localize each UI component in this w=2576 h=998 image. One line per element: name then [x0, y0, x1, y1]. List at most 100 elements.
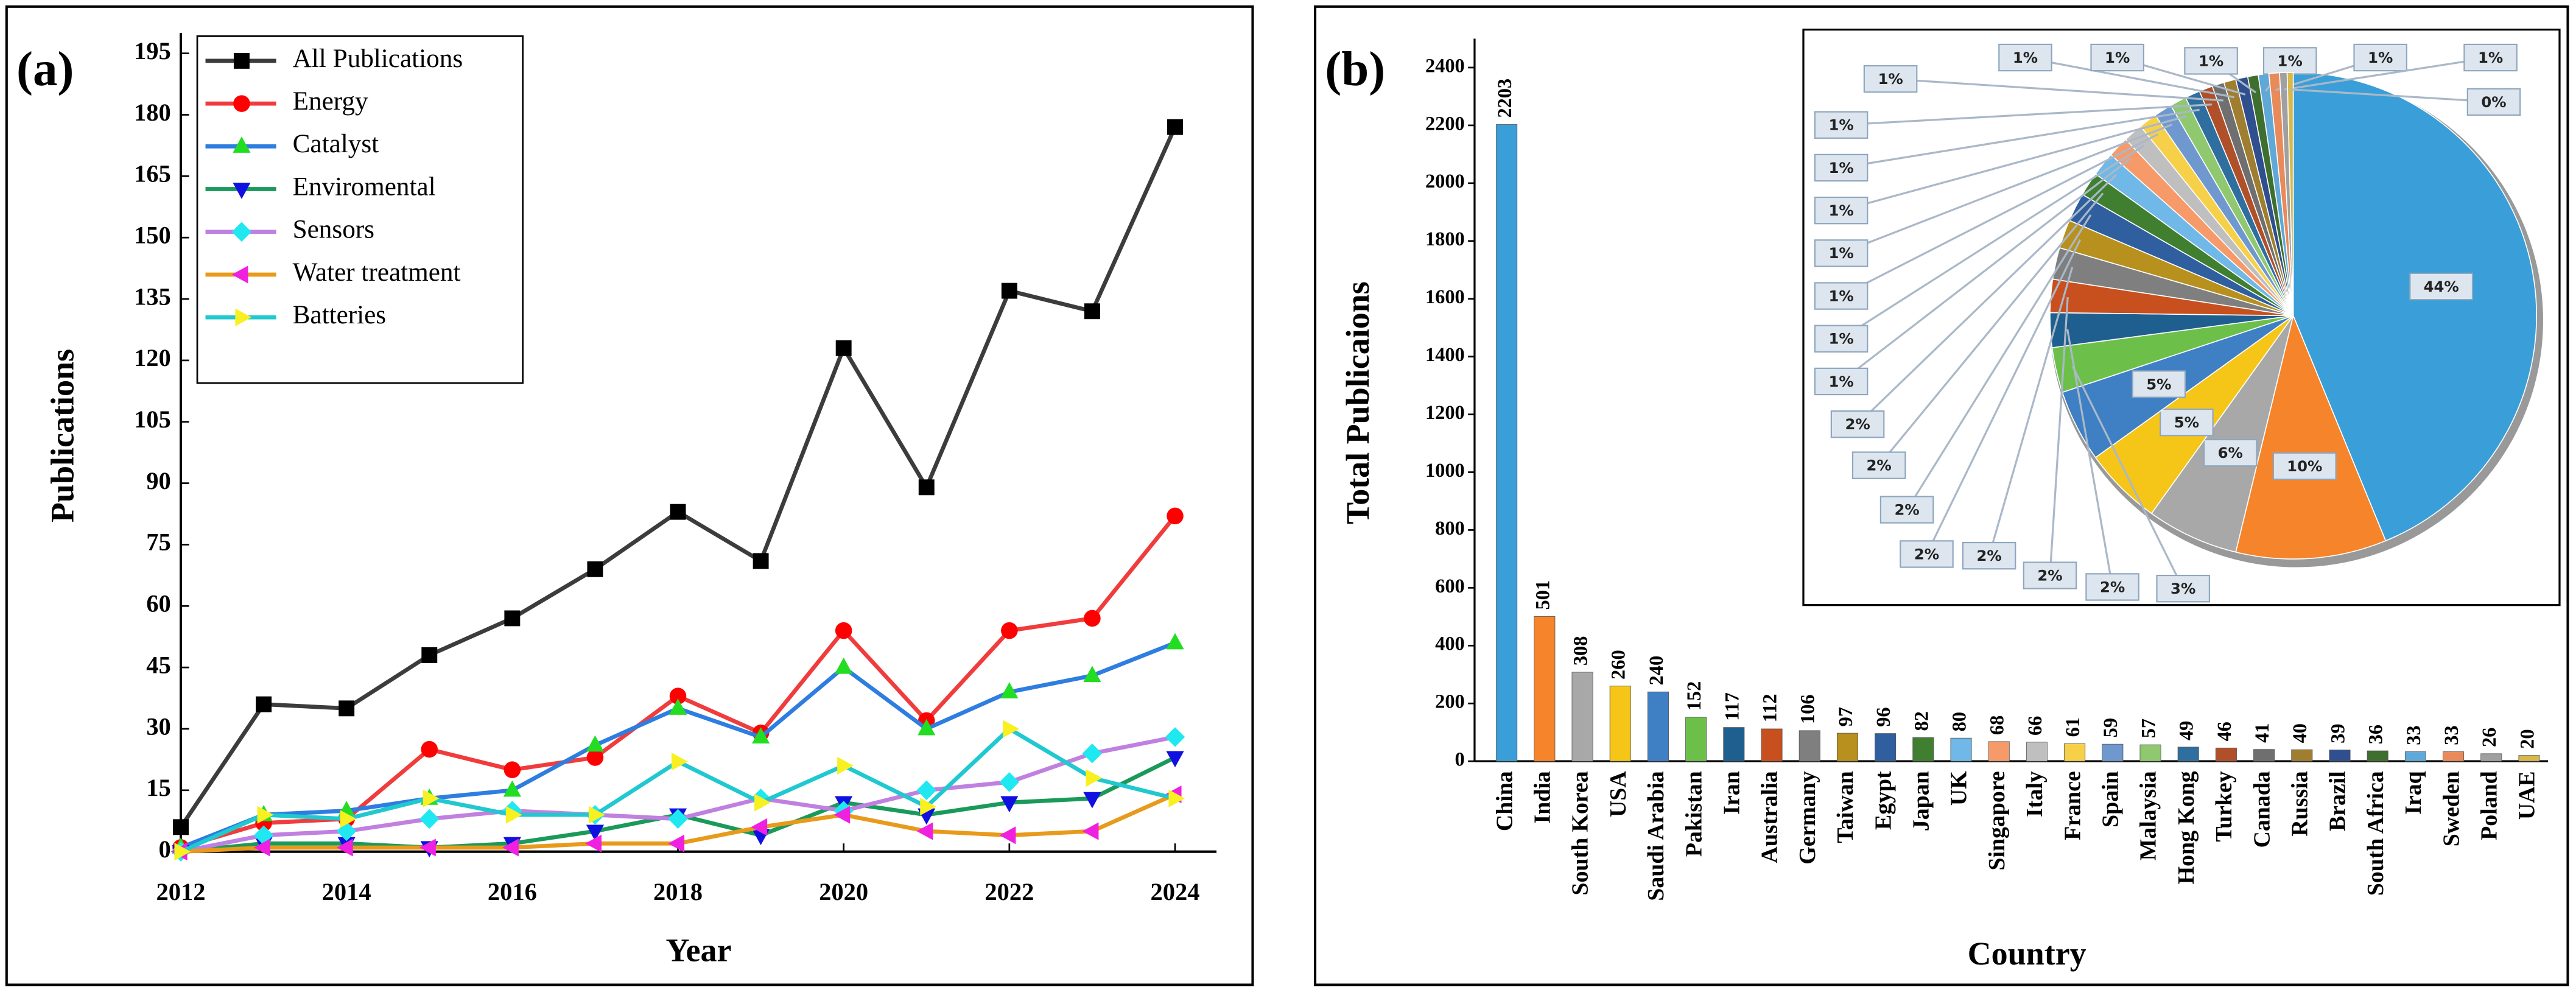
data-point	[1083, 792, 1101, 809]
pie-label: 1%	[1828, 244, 1853, 262]
pie-label: 1%	[2368, 49, 2393, 66]
panel-label: (b)	[1325, 41, 1385, 96]
x-tick-label: Taiwan	[1833, 771, 1858, 843]
data-point	[504, 610, 521, 627]
data-point	[918, 479, 935, 496]
pie-label-box	[2156, 574, 2210, 603]
data-point	[1165, 727, 1185, 747]
x-tick-label: France	[2060, 771, 2085, 840]
pie-label: 2%	[2037, 566, 2062, 584]
pie-label-box	[1900, 540, 1954, 568]
bar	[2443, 751, 2465, 762]
value-label: 39	[2327, 723, 2349, 743]
data-point	[837, 756, 854, 775]
bar	[2102, 743, 2124, 762]
bar	[1799, 730, 1820, 762]
data-point	[585, 834, 602, 852]
x-tick-label: 2022	[984, 878, 1034, 905]
data-point	[173, 819, 189, 835]
data-point	[174, 843, 191, 861]
data-point	[1167, 507, 1184, 525]
data-point	[1000, 796, 1019, 813]
y-tick-label: 75	[146, 529, 171, 556]
data-point	[340, 810, 357, 828]
value-label: 82	[1911, 711, 1932, 731]
y-tick-label: 90	[146, 467, 171, 494]
x-tick-label: Malaysia	[2136, 771, 2161, 860]
y-tick-label: 60	[146, 590, 171, 617]
y-tick-label: 600	[1435, 575, 1465, 597]
data-point	[918, 719, 936, 736]
x-tick-label: Iraq	[2401, 771, 2426, 814]
leader-line	[2290, 88, 2494, 104]
bar	[2253, 749, 2275, 762]
value-label: 46	[2214, 722, 2236, 741]
leader-line	[2025, 56, 2234, 99]
pie-label-box	[1814, 325, 1869, 353]
data-point	[586, 824, 605, 842]
pie-label: 5%	[2174, 413, 2199, 431]
x-tick-label: South Korea	[1568, 771, 1593, 895]
pie-label: 44%	[2424, 278, 2459, 295]
data-point	[423, 789, 440, 807]
leader-line	[1878, 192, 2104, 466]
leader-line	[1841, 108, 2200, 169]
pie-slice	[2292, 72, 2537, 542]
pie-slice	[2235, 314, 2387, 560]
value-label: 41	[2251, 723, 2273, 743]
x-tick-label: UAE	[2515, 771, 2540, 820]
x-tick-label: South Africa	[2363, 771, 2388, 896]
pie-label-box	[2023, 561, 2077, 589]
bar	[1950, 737, 1972, 762]
data-point	[1001, 283, 1017, 299]
pie-label-box	[1830, 410, 1885, 438]
legend-label: Enviromental	[293, 172, 436, 201]
pie-label: 1%	[2478, 49, 2503, 66]
y-tick-label: 30	[146, 712, 171, 740]
bar	[2404, 751, 2426, 762]
pie-label-box	[1863, 65, 1918, 93]
data-point	[421, 740, 438, 758]
y-tick-label: 2400	[1425, 55, 1465, 77]
bar	[1723, 727, 1745, 762]
pie-label: 0%	[2481, 93, 2506, 111]
bar	[1534, 616, 1556, 762]
y-tick-label: 1600	[1425, 286, 1465, 308]
data-point	[1000, 682, 1019, 698]
leader-line	[1841, 144, 2145, 340]
bar	[2064, 743, 2086, 762]
value-label: 20	[2516, 729, 2538, 748]
y-tick-label: 135	[134, 283, 171, 310]
pie-label-box	[2466, 88, 2521, 116]
data-point	[834, 806, 851, 824]
bar	[1609, 686, 1631, 762]
data-point	[1001, 622, 1018, 639]
value-label: 2203	[1494, 79, 1516, 118]
data-point	[257, 806, 274, 824]
data-point	[1086, 769, 1103, 787]
pie-label: 2%	[1894, 501, 1919, 518]
leader-line	[1856, 174, 2117, 425]
data-point	[920, 798, 936, 816]
leader-line	[1841, 133, 2159, 297]
pie-label-box	[1814, 111, 1869, 139]
value-label: 240	[1646, 656, 1668, 686]
x-tick-label: India	[1530, 771, 1556, 823]
legend-label: Catalyst	[293, 130, 379, 158]
data-point	[421, 647, 438, 663]
x-tick-label: Pakistan	[1681, 771, 1707, 857]
pie-label: 1%	[1828, 287, 1853, 304]
pie-label: 1%	[1828, 116, 1853, 134]
pie-label: 2%	[1867, 456, 1892, 474]
legend-marker	[233, 183, 251, 199]
bar	[1912, 737, 1934, 762]
pie-label-box	[2272, 452, 2337, 480]
value-label: 33	[2403, 725, 2425, 745]
pie-label-box	[2160, 408, 2214, 437]
y-tick-label: 180	[134, 99, 171, 126]
y-axis-label: Publications	[44, 349, 80, 522]
pie-label-box	[1814, 282, 1869, 310]
bar	[2177, 747, 2199, 762]
y-tick-label: 2000	[1425, 170, 1465, 192]
